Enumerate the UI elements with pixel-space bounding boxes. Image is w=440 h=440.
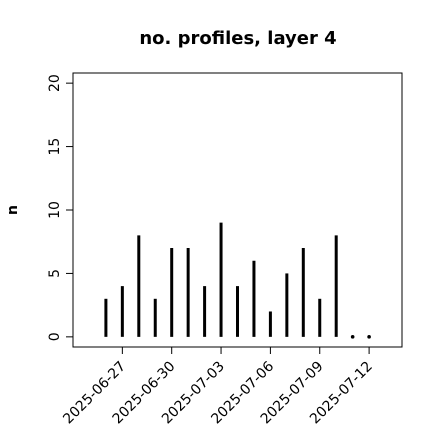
y-tick-label: 15 (47, 138, 63, 156)
y-tick-label: 20 (47, 74, 63, 92)
chart-title: no. profiles, layer 4 (139, 28, 336, 49)
zero-point (367, 335, 371, 339)
y-tick-label: 0 (47, 332, 63, 341)
zero-point (350, 335, 355, 339)
y-tick-label: 5 (47, 269, 63, 278)
y-axis-label: n (5, 205, 21, 215)
y-tick-label: 10 (47, 201, 63, 219)
